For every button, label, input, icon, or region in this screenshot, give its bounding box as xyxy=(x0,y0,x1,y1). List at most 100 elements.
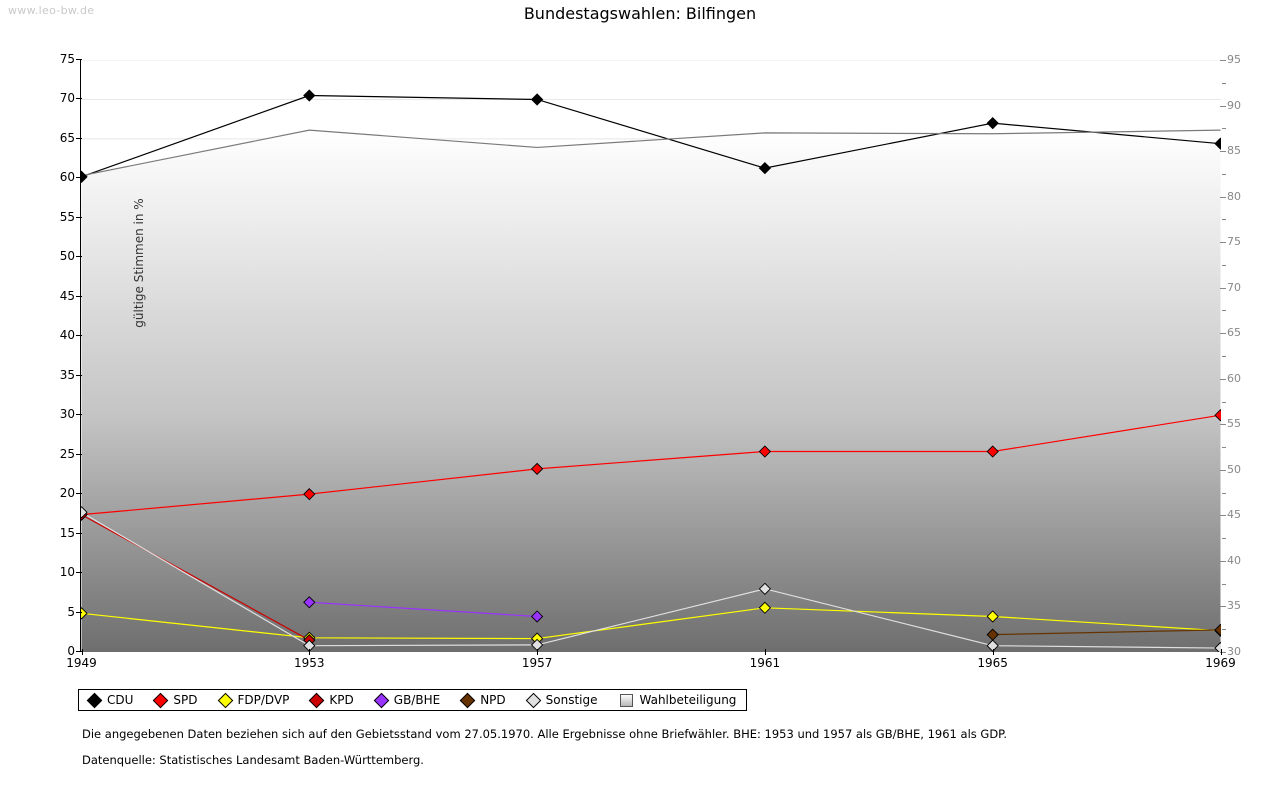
tick-mark xyxy=(76,335,82,337)
tick-mark xyxy=(1222,356,1226,357)
legend-label: KPD xyxy=(329,693,354,707)
legend-square-icon xyxy=(619,693,633,707)
tick-mark xyxy=(1220,606,1226,608)
tick-mark xyxy=(1220,196,1226,198)
y-tick-left-50: 50 xyxy=(35,249,82,263)
legend-diamond-icon xyxy=(217,692,233,708)
marker-spd-1965 xyxy=(986,445,999,458)
marker-cdu-1953 xyxy=(303,89,316,102)
tick-mark xyxy=(309,649,311,655)
legend-item-sonstige[interactable]: Sonstige xyxy=(525,692,598,708)
tick-mark xyxy=(76,256,82,258)
x-tick-1949: 1949 xyxy=(42,649,122,670)
marker-fdp-dvp-1961 xyxy=(758,601,772,614)
marker-fdp-dvp-1949 xyxy=(81,607,88,620)
legend-label: CDU xyxy=(107,693,134,707)
marker-sonstige-1961 xyxy=(758,582,772,595)
tick-mark xyxy=(1222,447,1226,449)
legend-diamond-icon xyxy=(373,692,390,708)
marker-cdu-1961 xyxy=(758,162,772,175)
y-tick-right-75: 75 xyxy=(1220,235,1267,248)
y-tick-right-95: 95 xyxy=(1220,53,1267,66)
tick-mark xyxy=(1222,583,1226,585)
chart-svg xyxy=(81,60,1221,652)
marker-spd-1961 xyxy=(758,445,772,458)
wahlbeteiligung-area xyxy=(81,130,1221,652)
marker-cdu-1969 xyxy=(1214,137,1221,150)
footnote-gebietsstand: Die angegebenen Daten beziehen sich auf … xyxy=(82,727,1007,741)
y-tick-left-35: 35 xyxy=(35,368,82,382)
tick-mark xyxy=(1220,242,1226,244)
tick-mark xyxy=(1222,629,1226,631)
tick-mark xyxy=(537,649,539,655)
y-tick-right-65: 65 xyxy=(1220,326,1267,339)
tick-mark xyxy=(76,414,82,416)
y-tick-right-60: 60 xyxy=(1220,372,1267,385)
tick-mark xyxy=(76,532,82,534)
legend-item-kpd[interactable]: KPD xyxy=(309,692,354,708)
legend-item-wahlbeteiligung[interactable]: Wahlbeteiligung xyxy=(619,693,737,707)
x-tick-1961: 1961 xyxy=(725,649,805,670)
tick-mark xyxy=(76,137,82,139)
series-line-sonstige xyxy=(81,511,1221,649)
legend-diamond-icon xyxy=(459,692,476,708)
marker-sonstige-1949 xyxy=(81,506,88,519)
y-tick-right-40: 40 xyxy=(1220,554,1267,567)
marker-spd-1957 xyxy=(530,462,544,476)
legend-label: Wahlbeteiligung xyxy=(639,693,737,707)
series-line-cdu xyxy=(81,94,1221,178)
legend-item-gb-bhe[interactable]: GB/BHE xyxy=(373,692,441,708)
marker-gb-bhe-1953 xyxy=(303,596,316,609)
legend-label: SPD xyxy=(173,693,198,707)
page-title: Bundestagswahlen: Bilfingen xyxy=(523,4,757,23)
tick-mark xyxy=(76,453,82,455)
tick-mark xyxy=(76,295,82,297)
tick-mark xyxy=(81,649,83,655)
series-line-gb-bhe xyxy=(309,601,538,618)
tick-mark xyxy=(992,649,994,655)
tick-mark xyxy=(76,611,82,613)
legend-diamond-icon xyxy=(153,692,169,708)
marker-cdu-1965 xyxy=(986,117,999,130)
chart-legend: CDU SPD FDP/DVP KPD GB/BHE NPD Sonstige Wahlbet… xyxy=(78,689,748,711)
series-line-kpd xyxy=(81,514,310,641)
series-line-npd xyxy=(992,629,1221,636)
tick-mark xyxy=(1222,264,1226,266)
legend-item-spd[interactable]: SPD xyxy=(153,692,198,708)
y-tick-left-10: 10 xyxy=(35,565,82,579)
y-tick-right-45: 45 xyxy=(1220,508,1267,521)
y-tick-right-35: 35 xyxy=(1220,599,1267,612)
legend-item-cdu[interactable]: CDU xyxy=(86,692,134,708)
legend-label: Sonstige xyxy=(545,693,598,707)
series-line-spd xyxy=(81,414,1221,516)
y-tick-left-0: 0 xyxy=(35,644,82,658)
marker-cdu-1949 xyxy=(81,170,88,183)
legend-diamond-icon xyxy=(309,692,325,708)
x-tick-1969: 1969 xyxy=(1181,649,1261,670)
legend-diamond-icon xyxy=(525,692,541,708)
tick-mark xyxy=(76,374,82,376)
legend-label: GB/BHE xyxy=(393,693,441,707)
marker-gb-bhe-1957 xyxy=(530,610,544,623)
tick-mark xyxy=(76,493,82,495)
legend-diamond-icon xyxy=(86,692,103,708)
legend-item-fdp-dvp[interactable]: FDP/DVP xyxy=(217,692,289,708)
marker-spd-1969 xyxy=(1214,409,1221,422)
y-tick-left-45: 45 xyxy=(35,289,82,303)
tick-mark xyxy=(76,216,82,218)
tick-mark xyxy=(1220,287,1226,289)
marker-cdu-1957 xyxy=(530,93,544,106)
y-tick-left-60: 60 xyxy=(35,170,82,184)
marker-spd-1953 xyxy=(303,487,316,501)
tick-mark xyxy=(1220,649,1222,655)
tick-mark xyxy=(1222,219,1226,221)
marker-npd-1969 xyxy=(1214,623,1221,637)
legend-item-npd[interactable]: NPD xyxy=(459,692,506,708)
tick-mark xyxy=(1220,469,1226,471)
series-line-fdp-dvp xyxy=(81,607,1221,640)
tick-mark xyxy=(1220,105,1226,107)
y-axis-left-label: gültige Stimmen in % xyxy=(132,198,146,328)
tick-mark xyxy=(1220,652,1226,653)
tick-mark xyxy=(1220,515,1226,517)
y-tick-left-40: 40 xyxy=(35,328,82,342)
